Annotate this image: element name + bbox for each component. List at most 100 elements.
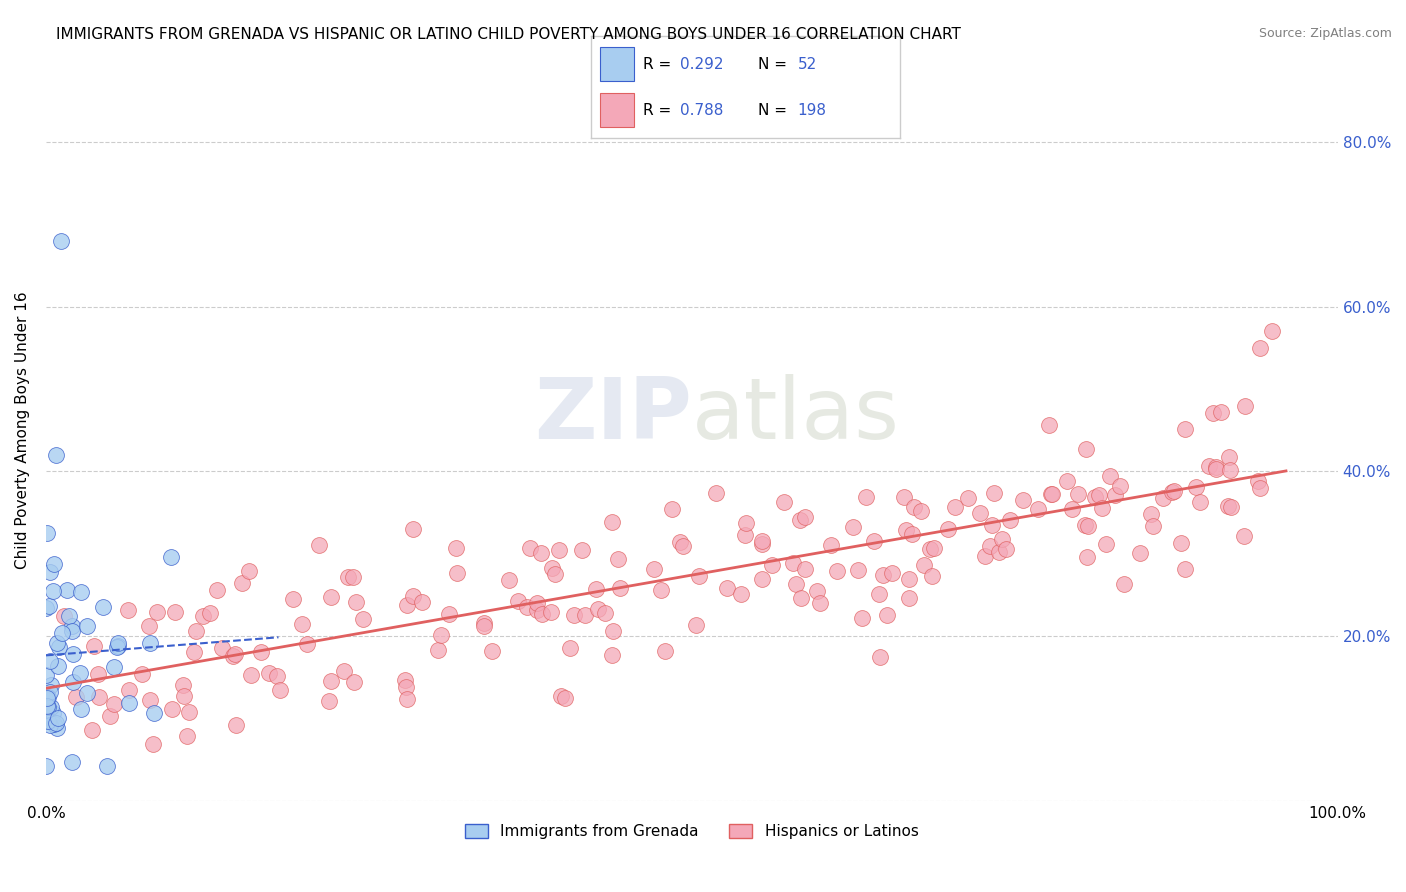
Point — [855, 490, 877, 504]
Point — [761, 558, 783, 572]
Point — [1067, 487, 1090, 501]
Point — [238, 565, 260, 579]
Point — [37, 526, 59, 541]
Point — [411, 595, 433, 609]
Point — [554, 691, 576, 706]
Point — [550, 690, 572, 704]
Point — [138, 619, 160, 633]
Point — [163, 605, 186, 619]
Point — [1219, 463, 1241, 477]
Point — [810, 596, 832, 610]
Point — [138, 636, 160, 650]
Point — [600, 648, 623, 662]
Point — [41, 583, 63, 598]
Text: IMMIGRANTS FROM GRENADA VS HISPANIC OR LATINO CHILD POVERTY AMONG BOYS UNDER 16 : IMMIGRANTS FROM GRENADA VS HISPANIC OR L… — [56, 27, 962, 42]
FancyBboxPatch shape — [600, 47, 634, 81]
Point — [1163, 483, 1185, 498]
Point — [1076, 549, 1098, 564]
Point — [352, 612, 374, 626]
Point — [394, 673, 416, 687]
Point — [1056, 474, 1078, 488]
Point — [396, 598, 419, 612]
Point — [96, 759, 118, 773]
Point — [35, 667, 58, 681]
Point — [91, 600, 114, 615]
Point — [751, 572, 773, 586]
Point — [547, 543, 569, 558]
Point — [291, 616, 314, 631]
Point — [672, 539, 695, 553]
Point — [205, 582, 228, 597]
Point — [402, 522, 425, 536]
Point — [42, 706, 65, 720]
Point — [446, 566, 468, 580]
Point — [1062, 501, 1084, 516]
Point — [643, 562, 665, 576]
Point — [669, 535, 692, 549]
Point — [38, 685, 60, 699]
Point — [472, 615, 495, 630]
Point — [1218, 450, 1240, 464]
Point — [249, 645, 271, 659]
Point — [994, 542, 1017, 557]
Point — [988, 544, 1011, 558]
Point — [65, 690, 87, 704]
Point — [48, 640, 70, 654]
Point — [571, 542, 593, 557]
Point — [139, 693, 162, 707]
Point — [269, 683, 291, 698]
Point — [574, 607, 596, 622]
Text: R =: R = — [643, 103, 676, 118]
Point — [1139, 507, 1161, 521]
Point — [894, 523, 917, 537]
Text: Source: ZipAtlas.com: Source: ZipAtlas.com — [1258, 27, 1392, 40]
Point — [936, 522, 959, 536]
Point — [600, 515, 623, 529]
Point — [516, 600, 538, 615]
Point — [990, 532, 1012, 546]
Point — [211, 640, 233, 655]
Point — [508, 594, 530, 608]
Point — [1152, 491, 1174, 505]
Point — [37, 700, 59, 714]
Point — [526, 603, 548, 617]
Point — [38, 599, 60, 613]
Point — [851, 611, 873, 625]
Point — [1198, 458, 1220, 473]
Point — [225, 718, 247, 732]
Point — [1233, 399, 1256, 413]
Point — [131, 666, 153, 681]
Point — [1220, 500, 1243, 515]
Point — [912, 558, 935, 572]
Point — [654, 643, 676, 657]
Point — [76, 618, 98, 632]
Point — [898, 591, 921, 605]
Point — [98, 708, 121, 723]
Point — [429, 627, 451, 641]
Text: N =: N = — [758, 57, 792, 72]
Point — [191, 608, 214, 623]
Text: atlas: atlas — [692, 374, 900, 457]
Point — [200, 606, 222, 620]
Point — [540, 605, 562, 619]
Text: R =: R = — [643, 57, 676, 72]
Y-axis label: Child Poverty Among Boys Under 16: Child Poverty Among Boys Under 16 — [15, 292, 30, 569]
Point — [402, 589, 425, 603]
Point — [257, 665, 280, 680]
Point — [1095, 537, 1118, 551]
Point — [560, 640, 582, 655]
Point — [444, 541, 467, 555]
Point — [609, 581, 631, 595]
Point — [318, 694, 340, 708]
Point — [44, 558, 66, 572]
Point — [48, 658, 70, 673]
Point — [704, 485, 727, 500]
Point — [650, 582, 672, 597]
Point — [37, 699, 59, 714]
Point — [585, 582, 607, 596]
Point — [979, 539, 1001, 553]
Point — [395, 692, 418, 706]
Point — [35, 759, 58, 773]
Point — [980, 518, 1002, 533]
Point — [160, 550, 183, 565]
